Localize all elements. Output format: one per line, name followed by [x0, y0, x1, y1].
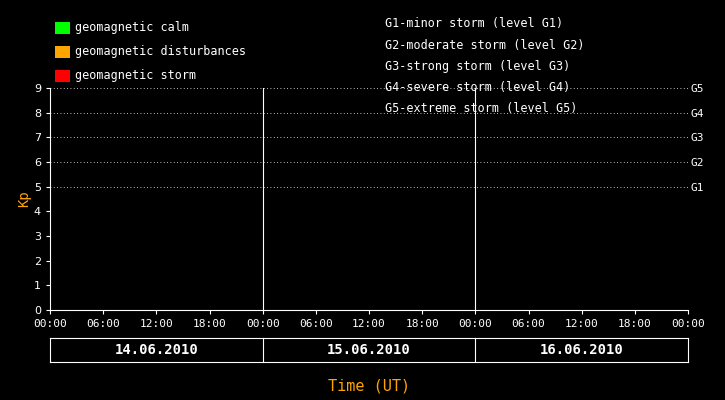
Text: G3-strong storm (level G3): G3-strong storm (level G3): [385, 60, 571, 73]
Text: geomagnetic storm: geomagnetic storm: [75, 70, 196, 82]
Text: G4-severe storm (level G4): G4-severe storm (level G4): [385, 81, 571, 94]
Text: 16.06.2010: 16.06.2010: [540, 343, 624, 357]
Text: G5-extreme storm (level G5): G5-extreme storm (level G5): [385, 102, 577, 115]
Text: 14.06.2010: 14.06.2010: [115, 343, 198, 357]
Text: G1-minor storm (level G1): G1-minor storm (level G1): [385, 18, 563, 30]
Y-axis label: Kp: Kp: [17, 191, 31, 207]
Text: G2-moderate storm (level G2): G2-moderate storm (level G2): [385, 39, 584, 52]
Text: geomagnetic calm: geomagnetic calm: [75, 22, 188, 34]
Text: geomagnetic disturbances: geomagnetic disturbances: [75, 46, 246, 58]
Text: Time (UT): Time (UT): [328, 378, 410, 394]
Text: 15.06.2010: 15.06.2010: [327, 343, 411, 357]
